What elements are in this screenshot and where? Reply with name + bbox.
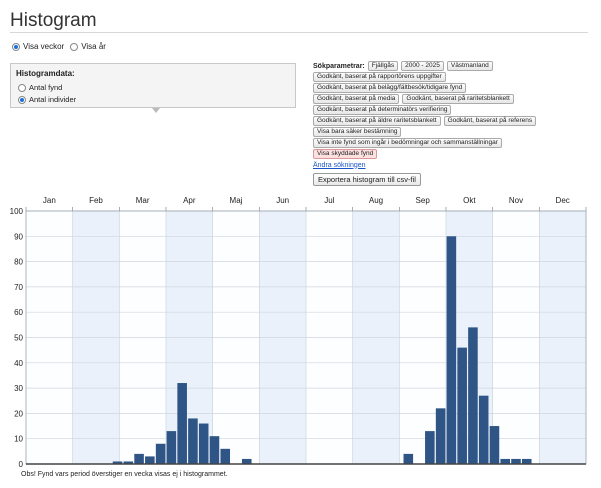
y-tick-label: 40 — [14, 359, 23, 368]
histogram-bar — [241, 458, 252, 464]
histogram-bar — [489, 426, 500, 464]
param-chip: Godkänt, baserat på referens — [443, 116, 537, 126]
search-params-label: Sökparametrar: — [313, 62, 365, 70]
param-row: Visa skyddade fynd — [313, 149, 598, 159]
y-tick-label: 60 — [14, 308, 23, 317]
param-row: Godkänt, baserat på determinatörs verifi… — [313, 105, 598, 115]
panel-pointer-icon — [152, 108, 160, 113]
month-label: Apr — [183, 196, 196, 205]
view-mode-group: Visa veckor Visa år — [12, 42, 112, 51]
param-chip: Godkänt, baserat på raritetsblankett — [402, 94, 514, 104]
histogram-bar — [435, 408, 446, 464]
param-row: Godkänt, baserat på media Godkänt, baser… — [313, 94, 598, 104]
y-tick-label: 90 — [14, 232, 23, 241]
histogram-bar — [457, 347, 467, 464]
month-label: Sep — [416, 196, 431, 205]
param-chip: Västmanland — [446, 61, 493, 71]
month-label: Nov — [509, 196, 523, 205]
month-label: Feb — [89, 196, 103, 205]
export-csv-button[interactable]: Exportera histogram till csv-fil — [313, 173, 421, 186]
param-chip: Godkänt, baserat på media — [313, 94, 400, 104]
month-label: Maj — [230, 196, 243, 205]
histogram-bar — [198, 423, 209, 464]
y-tick-label: 10 — [14, 435, 23, 444]
view-years-radio[interactable] — [70, 42, 79, 51]
param-row: Godkänt, baserat på äldre raritetsblanke… — [313, 116, 598, 126]
antal-fynd-radio[interactable] — [18, 83, 26, 92]
y-tick-label: 80 — [14, 258, 23, 267]
antal-individer-label[interactable]: Antal individer — [29, 95, 77, 104]
page-title: Histogram — [10, 10, 97, 31]
histogram-bar — [425, 431, 435, 464]
title-divider — [10, 32, 588, 33]
histogram-bar — [478, 395, 489, 464]
histogram-bar — [446, 236, 457, 464]
param-row: Visa inte fynd som ingår i bedömningar o… — [313, 138, 598, 148]
month-label: Okt — [463, 196, 476, 205]
option-antal-individer[interactable]: Antal individer — [18, 95, 76, 104]
month-label: Jun — [276, 196, 289, 205]
param-row: Ändra sökningen — [313, 160, 598, 170]
param-chip: Godkänt, baserat på determinatörs verifi… — [313, 105, 452, 115]
antal-fynd-label[interactable]: Antal fynd — [29, 83, 63, 92]
param-chip: Visa bara säker bestämning — [313, 127, 402, 137]
y-tick-label: 100 — [10, 207, 24, 216]
histogram-bar — [500, 458, 511, 464]
histogram-data-title: Histogramdata: — [16, 69, 75, 78]
month-label: Jul — [324, 196, 334, 205]
y-tick-label: 0 — [19, 460, 24, 469]
histogram-bar — [134, 453, 144, 464]
y-tick-label: 70 — [14, 283, 23, 292]
view-weeks-label[interactable]: Visa veckor — [23, 42, 65, 51]
histogram-bar — [220, 448, 231, 464]
view-weeks-radio[interactable] — [12, 42, 20, 51]
histogram-bar — [209, 436, 220, 464]
month-label: Aug — [369, 196, 383, 205]
y-tick-label: 30 — [14, 384, 23, 393]
histogram-chart: 0 10 20 30 40 50 60 70 80 90 100 Jan Feb Mar Apr Maj Jun… — [10, 196, 587, 469]
antal-individer-radio[interactable] — [18, 95, 26, 104]
view-years-label[interactable]: Visa år — [81, 42, 106, 51]
param-row: Visa bara säker bestämning — [313, 127, 598, 137]
param-chip: Visa inte fynd som ingår i bedömningar o… — [313, 138, 502, 148]
change-search-link[interactable]: Ändra sökningen — [313, 161, 366, 169]
month-label: Dec — [556, 196, 570, 205]
param-chip: Godkänt, baserat på belägg/fältbesök/tid… — [313, 83, 467, 93]
histogram-bar — [155, 443, 166, 464]
y-tick-label: 50 — [14, 334, 23, 343]
month-label: Mar — [136, 196, 150, 205]
search-params: Sökparametrar: Fjällgås 2000 - 2025 Väst… — [313, 61, 598, 171]
histogram-bar — [521, 458, 532, 464]
param-row: Godkänt, baserat på rapportörens uppgift… — [313, 72, 598, 82]
histogram-bar — [112, 461, 123, 464]
y-tick-label: 20 — [14, 409, 23, 418]
histogram-bar — [403, 453, 414, 464]
param-row: Godkänt, baserat på belägg/fältbesök/tid… — [313, 83, 598, 93]
param-chip: Fjällgås — [367, 61, 399, 71]
histogram-bar — [177, 383, 187, 464]
histogram-data-panel: Histogramdata: Antal fynd Antal individe… — [10, 63, 296, 108]
param-chip: 2000 - 2025 — [401, 61, 444, 71]
histogram-bar — [511, 458, 521, 464]
histogram-bar — [188, 418, 198, 464]
histogram-bar — [145, 456, 155, 464]
protected-findings-chip: Visa skyddade fynd — [313, 149, 378, 159]
param-chip: Godkänt, baserat på äldre raritetsblanke… — [313, 116, 441, 126]
param-chip: Godkänt, baserat på rapportörens uppgift… — [313, 72, 446, 82]
option-antal-fynd[interactable]: Antal fynd — [18, 83, 62, 92]
histogram-bar — [123, 461, 134, 464]
histogram-bar — [166, 431, 177, 464]
param-row: Sökparametrar: Fjällgås 2000 - 2025 Väst… — [313, 61, 598, 71]
footnote: Obs! Fynd vars period överstiger en veck… — [21, 471, 228, 478]
histogram-bar — [468, 327, 478, 464]
month-label: Jan — [43, 196, 56, 205]
